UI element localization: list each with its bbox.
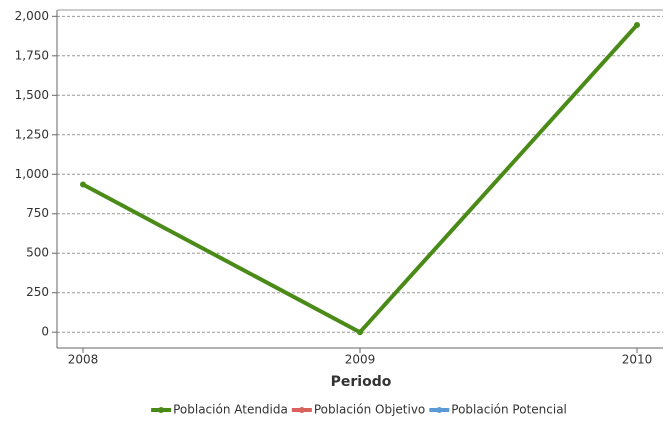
point [357, 329, 363, 336]
y-tick-label: 1,750 [15, 48, 49, 62]
y-tick-label: 500 [26, 246, 49, 260]
legend-label: Población Atendida [173, 403, 288, 417]
point [80, 181, 86, 188]
y-tick-label: 1,500 [15, 88, 49, 102]
y-tick-label: 750 [26, 206, 49, 220]
legend-label: Población Potencial [451, 403, 567, 417]
y-tick-label: 1,250 [15, 127, 49, 141]
y-tick-label: 2,000 [15, 9, 49, 23]
x-axis-title: Periodo [331, 374, 392, 390]
point [634, 22, 640, 29]
x-tick-label: 2008 [68, 353, 99, 367]
legend-marker [158, 407, 165, 413]
legend-marker [436, 407, 443, 413]
legend: Población Atendida Población Objetivo Pobl… [151, 403, 567, 417]
y-tick-label: 1,000 [15, 167, 49, 181]
y-tick-label: 250 [26, 285, 49, 299]
y-tick-label: 0 [41, 325, 49, 339]
legend-label: Población Objetivo [314, 403, 425, 417]
x-tick-label: 2009 [345, 353, 376, 367]
series-line [82, 23, 639, 335]
legend-marker [298, 407, 305, 413]
x-tick-label: 2010 [622, 353, 653, 367]
